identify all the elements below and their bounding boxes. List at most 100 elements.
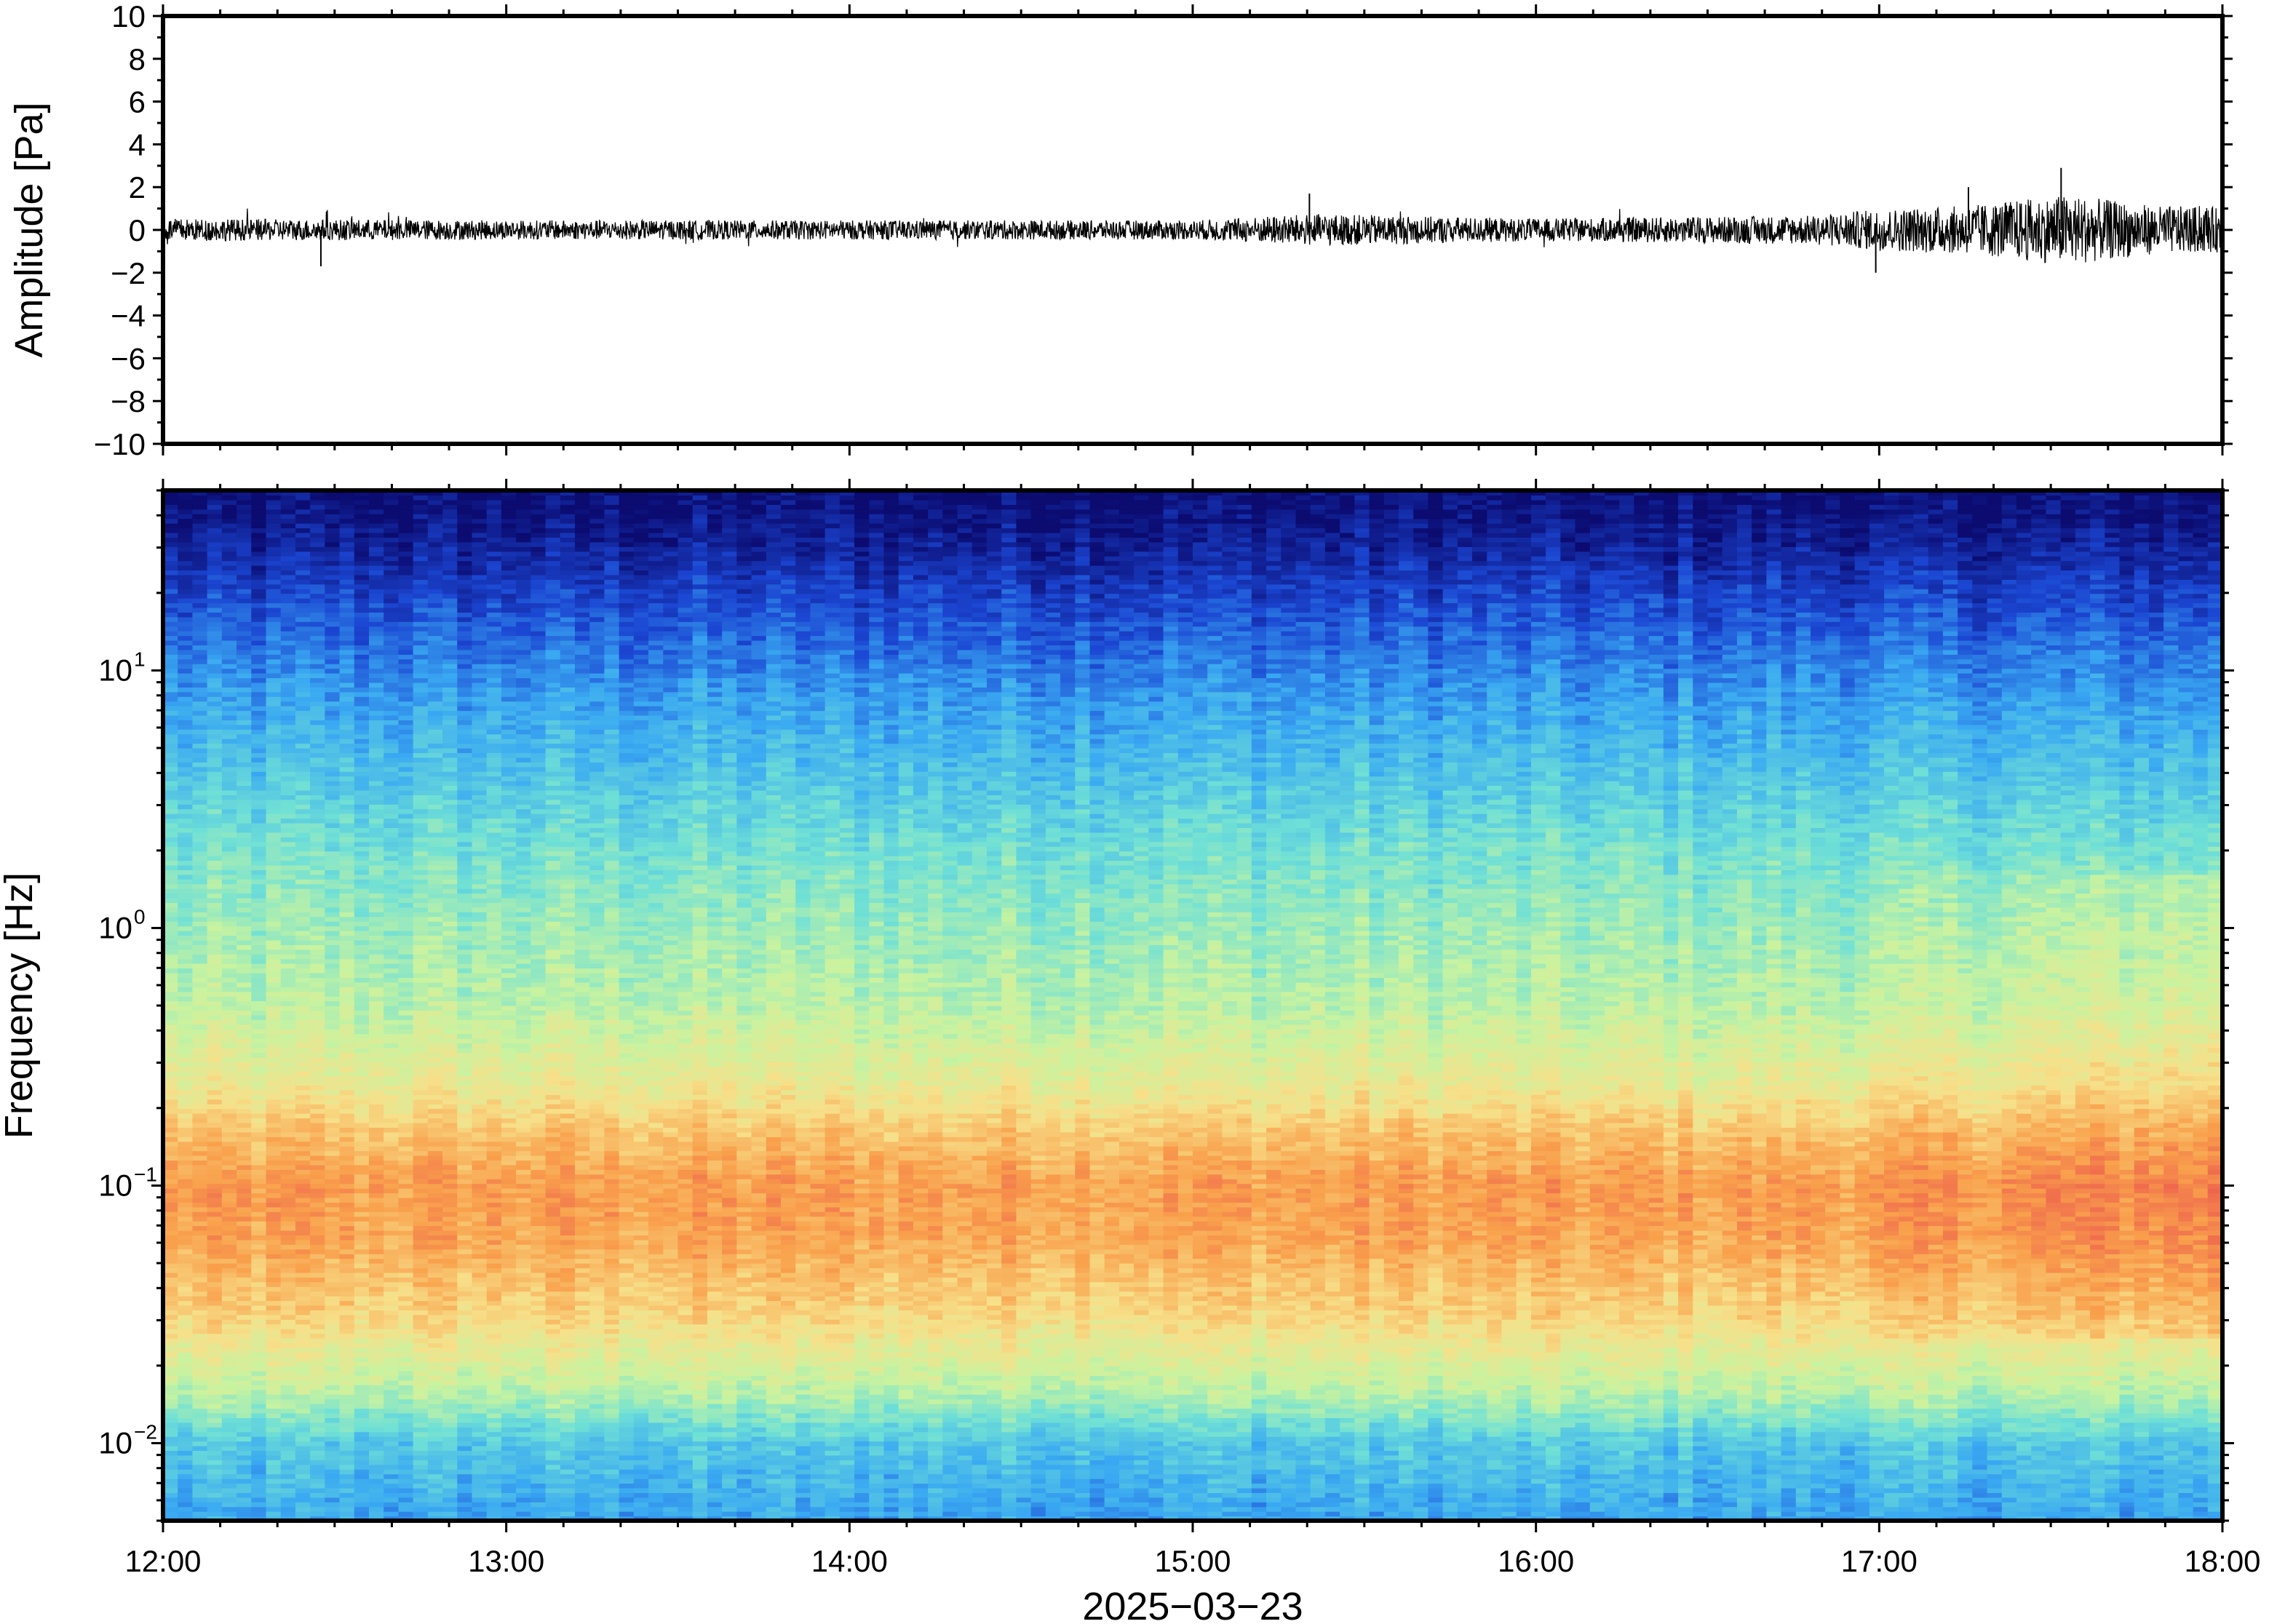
spectrogram-cell [457, 991, 473, 997]
spectrogram-cell [192, 1300, 208, 1306]
spectrogram-cell [472, 1431, 488, 1437]
spectrogram-cell [310, 799, 325, 805]
spectrogram-cell [178, 1062, 194, 1067]
spectrogram-cell [207, 1324, 223, 1329]
spectrogram-cell [178, 1487, 194, 1493]
spectrogram-cell [237, 846, 252, 852]
spectrogram-cell [280, 907, 296, 912]
spectrogram-cell [472, 921, 488, 927]
spectrogram-cell [325, 1314, 341, 1320]
spectrogram-cell [221, 607, 237, 613]
spectrogram-cell [457, 902, 473, 908]
spectrogram-cell [178, 1300, 194, 1306]
spectrogram-cell [207, 1436, 223, 1442]
spectrogram-cell [442, 710, 458, 716]
spectrogram-cell [384, 977, 400, 983]
spectrogram-cell [163, 1454, 178, 1460]
spectrogram-cell [442, 1249, 458, 1254]
spectrogram-cell [192, 1324, 208, 1329]
spectrogram-cell [192, 584, 208, 589]
spectrogram-cell [221, 921, 237, 927]
spectrogram-cell [163, 635, 178, 641]
spectrogram-cell [221, 813, 237, 819]
spectrogram-cell [413, 1469, 429, 1475]
spectrogram-cell [442, 1506, 458, 1512]
spectrogram-cell [207, 1127, 223, 1133]
spectrogram-cell [442, 762, 458, 768]
spectrogram-cell [354, 546, 370, 552]
spectrogram-cell [237, 1197, 252, 1203]
spectrogram-cell [221, 1206, 237, 1212]
spectrogram-cell [178, 1202, 194, 1208]
spectrogram-cell [325, 1029, 341, 1035]
spectrogram-cell [280, 560, 296, 566]
spectrogram-cell [354, 733, 370, 739]
spectrogram-cell [163, 691, 178, 697]
spectrogram-cell [192, 1118, 208, 1123]
spectrogram-cell [251, 1019, 267, 1025]
spectrogram-cell [325, 1347, 341, 1353]
spectrogram-cell [221, 1366, 237, 1372]
spectrogram-cell [413, 556, 429, 562]
spectrogram-cell [369, 799, 384, 805]
spectrogram-cell [339, 954, 355, 960]
spectrogram-cell [354, 1380, 370, 1385]
spectrogram-cell [237, 612, 252, 618]
spectrogram-cell [369, 1104, 384, 1110]
spectrogram-cell [266, 621, 282, 627]
spectrogram-cell [207, 640, 223, 645]
spectrogram-cell [413, 1417, 429, 1423]
spectrogram-cell [457, 1436, 473, 1442]
spectrogram-cell [280, 733, 296, 739]
spectrogram-cell [310, 748, 325, 754]
spectrogram-cell [207, 846, 223, 852]
spectrogram-cell [192, 1197, 208, 1203]
spectrogram-cell [398, 1464, 414, 1470]
spectrogram-cell [339, 874, 355, 880]
spectrogram-cell [354, 1310, 370, 1315]
spectrogram-cell [325, 556, 341, 562]
spectrogram-cell [310, 1221, 325, 1227]
spectrogram-cell [295, 1254, 311, 1259]
spectrogram-cell [486, 1033, 502, 1039]
spectrogram-cell [280, 996, 296, 1002]
spectrogram-cell [472, 579, 488, 585]
spectrogram-cell [163, 654, 178, 660]
spectrogram-cell [207, 1000, 223, 1006]
spectrogram-cell [369, 822, 384, 829]
spectrogram-cell [280, 1478, 296, 1484]
spectrogram-cell [280, 621, 296, 627]
spectrogram-cell [310, 518, 325, 524]
spectrogram-cell [384, 1029, 400, 1035]
spectrogram-cell [457, 874, 473, 880]
spectrogram-cell [221, 1431, 237, 1437]
spectrogram-cell [486, 804, 502, 810]
spectrogram-cell [325, 1122, 341, 1128]
spectrogram-cell [237, 977, 252, 983]
spectrogram-cell [325, 1436, 341, 1442]
spectrogram-cell [384, 766, 400, 772]
spectrogram-cell [295, 593, 311, 599]
spectrogram-cell [413, 560, 429, 566]
spectrogram-cell [221, 897, 237, 903]
spectrogram-cell [163, 977, 178, 983]
spectrogram-cell [427, 1188, 443, 1194]
spectrogram-cell [280, 1319, 296, 1325]
spectrogram-cell [472, 668, 488, 674]
spectrogram-cell [237, 541, 252, 547]
spectrogram-cell [237, 691, 252, 697]
spectrogram-cell [472, 869, 488, 875]
spectrogram-cell [266, 724, 282, 730]
spectrogram-cell [486, 977, 502, 983]
spectrogram-cell [325, 1216, 341, 1222]
spectrogram-cell [427, 897, 443, 903]
spectrogram-cell [310, 579, 325, 585]
spectrogram-cell [472, 912, 488, 918]
spectrogram-cell [251, 931, 267, 936]
spectrogram-cell [413, 574, 429, 580]
spectrogram-cell [178, 691, 194, 697]
spectrogram-cell [280, 1398, 296, 1404]
spectrogram-cell [354, 1460, 370, 1465]
spectrogram-cell [295, 715, 311, 720]
spectrogram-cell [237, 1398, 252, 1404]
